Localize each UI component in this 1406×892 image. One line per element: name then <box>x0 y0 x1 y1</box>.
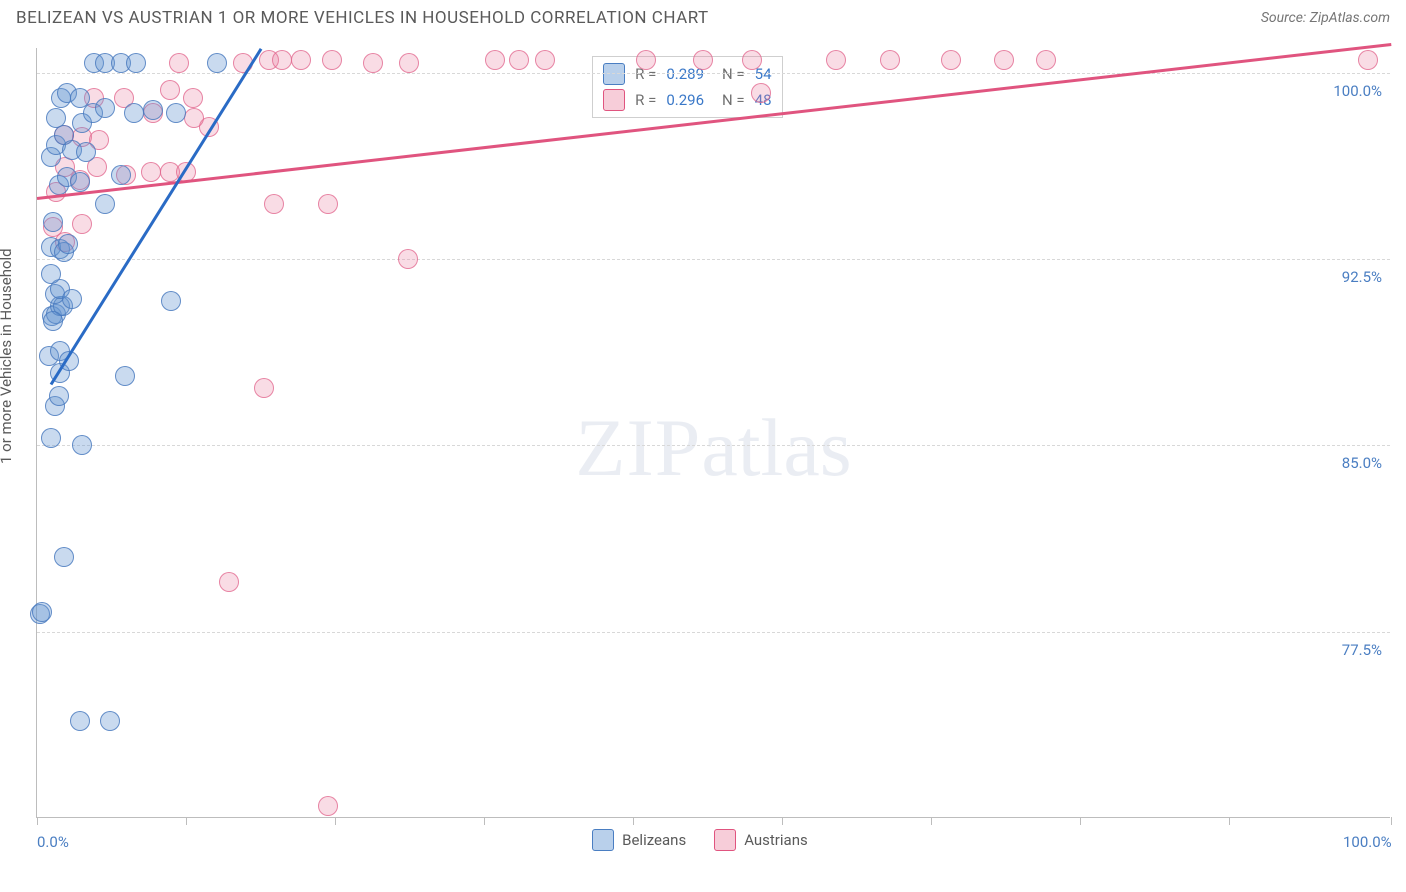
source-attribution: Source: ZipAtlas.com <box>1261 10 1390 26</box>
chart-title: BELIZEAN VS AUSTRIAN 1 OR MORE VEHICLES … <box>16 8 709 28</box>
data-point-belizeans <box>43 311 63 331</box>
x-tick <box>931 817 932 825</box>
y-axis-title: 1 or more Vehicles in Household <box>0 248 15 464</box>
data-point-belizeans <box>76 142 96 162</box>
x-tick <box>484 817 485 825</box>
swatch-icon <box>592 829 614 851</box>
data-point-austrians <box>72 214 92 234</box>
x-tick <box>1080 817 1081 825</box>
data-point-belizeans <box>32 602 52 622</box>
data-point-belizeans <box>124 103 144 123</box>
x-tick <box>335 817 336 825</box>
data-point-austrians <box>826 50 846 70</box>
data-point-austrians <box>141 162 161 182</box>
data-point-austrians <box>398 249 418 269</box>
data-point-austrians <box>994 50 1014 70</box>
data-point-belizeans <box>100 711 120 731</box>
data-point-austrians <box>751 83 771 103</box>
data-point-belizeans <box>70 88 90 108</box>
data-point-austrians <box>1036 50 1056 70</box>
data-point-belizeans <box>207 53 227 73</box>
data-point-belizeans <box>95 194 115 214</box>
data-point-belizeans <box>43 212 63 232</box>
x-tick <box>186 817 187 825</box>
y-tick-label: 92.5% <box>1342 268 1382 286</box>
gridline <box>37 73 1390 74</box>
data-point-belizeans <box>41 428 61 448</box>
y-tick-label: 77.5% <box>1342 641 1382 659</box>
x-tick-label: 100.0% <box>1343 833 1392 851</box>
gridline <box>37 445 1390 446</box>
data-point-austrians <box>254 378 274 398</box>
x-tick <box>782 817 783 825</box>
data-point-austrians <box>160 80 180 100</box>
y-tick-label: 100.0% <box>1333 82 1382 100</box>
data-point-belizeans <box>115 366 135 386</box>
stats-row-austrians: R = 0.296 N = 48 <box>603 87 771 113</box>
data-point-belizeans <box>58 234 78 254</box>
legend: Belizeans Austrians <box>592 829 808 851</box>
data-point-austrians <box>169 53 189 73</box>
data-point-belizeans <box>126 53 146 73</box>
data-point-austrians <box>219 572 239 592</box>
y-tick-label: 85.0% <box>1342 454 1382 472</box>
gridline <box>37 632 1390 633</box>
data-point-austrians <box>742 50 762 70</box>
swatch-icon <box>714 829 736 851</box>
x-tick <box>37 817 38 825</box>
data-point-belizeans <box>41 264 61 284</box>
chart-header: BELIZEAN VS AUSTRIAN 1 OR MORE VEHICLES … <box>0 0 1406 34</box>
data-point-austrians <box>693 50 713 70</box>
data-point-austrians <box>485 50 505 70</box>
x-tick <box>1229 817 1230 825</box>
data-point-belizeans <box>46 108 66 128</box>
x-tick <box>633 817 634 825</box>
data-point-austrians <box>535 50 555 70</box>
legend-item-austrians: Austrians <box>714 829 808 851</box>
data-point-austrians <box>1358 50 1378 70</box>
data-point-austrians <box>272 50 292 70</box>
legend-item-belizeans: Belizeans <box>592 829 686 851</box>
data-point-austrians <box>941 50 961 70</box>
data-point-austrians <box>363 53 383 73</box>
data-point-belizeans <box>54 547 74 567</box>
swatch-icon <box>603 89 625 111</box>
data-point-austrians <box>264 194 284 214</box>
data-point-austrians <box>291 50 311 70</box>
data-point-austrians <box>184 108 204 128</box>
data-point-austrians <box>399 53 419 73</box>
data-point-belizeans <box>161 291 181 311</box>
x-tick <box>1391 817 1392 825</box>
data-point-belizeans <box>70 172 90 192</box>
data-point-belizeans <box>111 165 131 185</box>
x-tick-label: 0.0% <box>37 833 69 851</box>
data-point-austrians <box>322 50 342 70</box>
data-point-austrians <box>636 50 656 70</box>
swatch-icon <box>603 63 625 85</box>
data-point-belizeans <box>166 103 186 123</box>
data-point-belizeans <box>49 386 69 406</box>
data-point-belizeans <box>95 98 115 118</box>
gridline <box>37 259 1390 260</box>
data-point-belizeans <box>143 100 163 120</box>
data-point-belizeans <box>72 435 92 455</box>
data-point-belizeans <box>62 289 82 309</box>
data-point-austrians <box>318 796 338 816</box>
data-point-austrians <box>183 88 203 108</box>
data-point-austrians <box>880 50 900 70</box>
data-point-belizeans <box>70 711 90 731</box>
data-point-austrians <box>509 50 529 70</box>
data-point-austrians <box>318 194 338 214</box>
scatter-chart: ZIPatlas R = 0.289 N = 54 R = 0.296 N = … <box>36 48 1390 818</box>
watermark: ZIPatlas <box>575 401 851 495</box>
